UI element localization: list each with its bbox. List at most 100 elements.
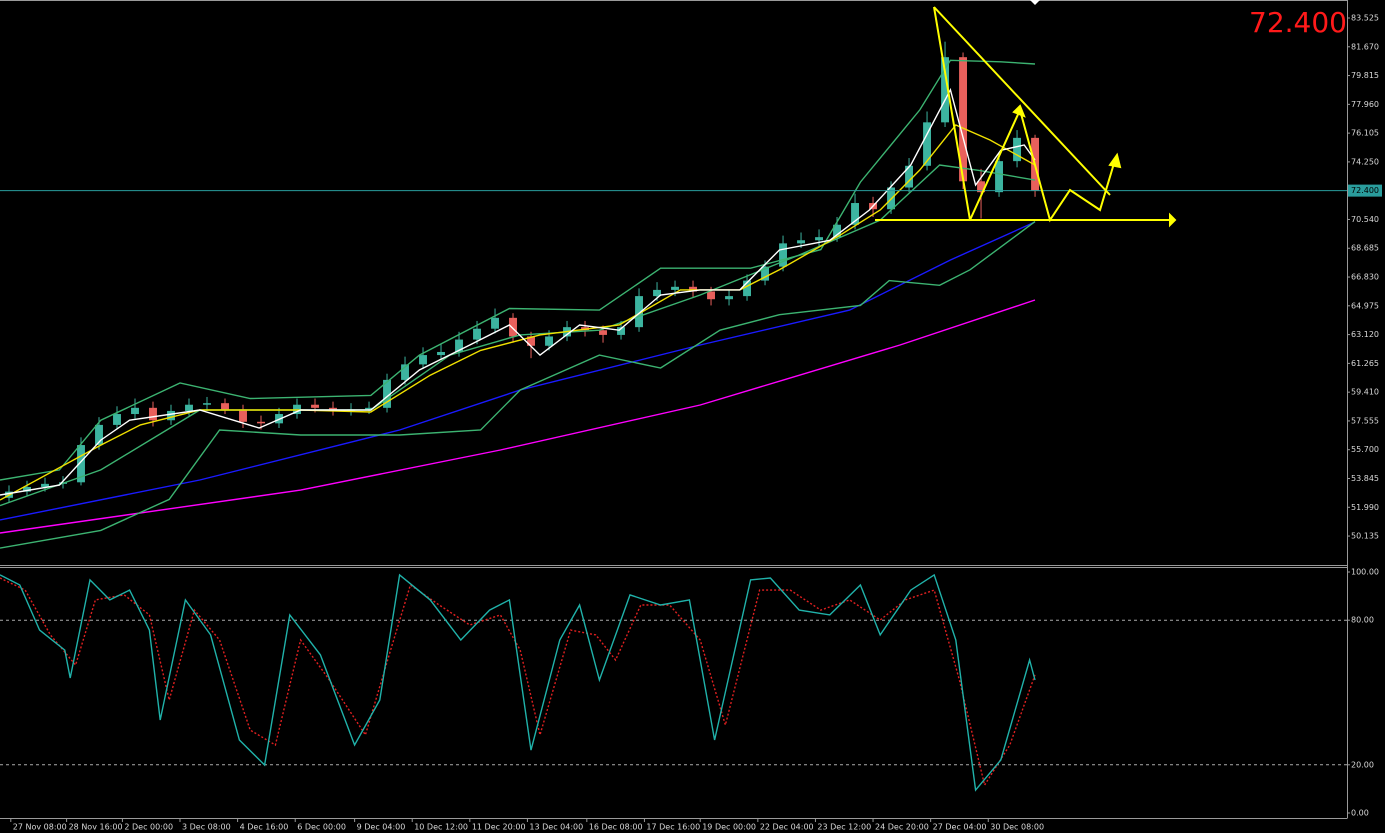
candle-body xyxy=(779,243,787,267)
y-tick-label: 50.135 xyxy=(1351,532,1379,541)
y-tick-label: 64.975 xyxy=(1351,301,1379,310)
x-tick-label: 4 Dec 16:00 xyxy=(240,823,289,832)
y-tick-label: 55.700 xyxy=(1351,445,1379,454)
y-tick-label: 76.105 xyxy=(1351,129,1379,138)
candle-body xyxy=(959,57,968,182)
candle-body xyxy=(599,330,607,335)
y-tick-label: 63.120 xyxy=(1351,330,1379,339)
candle-body xyxy=(473,328,481,340)
candle-body xyxy=(491,317,499,329)
shift-marker xyxy=(1030,0,1040,5)
x-tick-label: 10 Dec 12:00 xyxy=(414,823,468,832)
y-tick-label: 59.410 xyxy=(1351,388,1379,397)
indicator-line xyxy=(0,577,1036,787)
trend-line xyxy=(933,6,971,221)
x-tick-label: 3 Dec 08:00 xyxy=(182,823,231,832)
indicator-line xyxy=(0,59,1036,481)
last-price-tag xyxy=(1348,184,1382,197)
candle-body xyxy=(545,336,553,346)
candle-body xyxy=(851,203,859,225)
candle-body xyxy=(923,122,932,166)
candle-body xyxy=(113,414,121,425)
trend-line xyxy=(933,6,1111,196)
current-price: 72.400 xyxy=(1249,6,1347,39)
y-tick-label: 70.540 xyxy=(1351,215,1379,224)
wave-arrow xyxy=(969,109,1021,221)
candle-body xyxy=(797,240,805,244)
candle-body xyxy=(383,379,391,408)
candle-body xyxy=(77,445,85,483)
candle-body xyxy=(833,224,841,238)
indicator-line xyxy=(0,573,1036,792)
candle-body xyxy=(401,364,409,380)
x-tick-label: 11 Dec 20:00 xyxy=(472,823,526,832)
candle-body xyxy=(221,403,229,410)
candle-body xyxy=(239,409,247,422)
x-tick-label: 9 Dec 04:00 xyxy=(357,823,406,832)
candle-body xyxy=(653,289,661,297)
x-tick-label: 2 Dec 00:00 xyxy=(124,823,173,832)
y-tick-label: 66.830 xyxy=(1351,273,1379,282)
x-tick-label: 27 Dec 04:00 xyxy=(933,823,987,832)
candle-body xyxy=(689,286,697,292)
indicator-line xyxy=(0,87,1036,496)
candle-body xyxy=(815,237,823,241)
candle-body xyxy=(761,266,769,281)
candle-body xyxy=(905,165,914,188)
x-tick-label: 19 Dec 00:00 xyxy=(702,823,756,832)
wave-arrow xyxy=(1019,109,1116,223)
candle-body xyxy=(707,291,715,300)
y-tick-label: 100.00 xyxy=(1351,567,1379,576)
y-tick-label: 61.265 xyxy=(1351,359,1379,368)
candle-body xyxy=(509,317,517,337)
y-tick-label: 20.00 xyxy=(1351,760,1374,769)
candle-body xyxy=(743,280,751,297)
y-tick-label: 83.525 xyxy=(1351,13,1379,22)
candle-body xyxy=(977,181,986,193)
candle-body xyxy=(149,407,157,421)
candle-body xyxy=(131,407,139,415)
indicator-line xyxy=(0,221,1036,549)
x-tick-label: 28 Nov 16:00 xyxy=(69,823,123,832)
candle-body xyxy=(185,404,193,411)
x-tick-label: 23 Dec 12:00 xyxy=(817,823,871,832)
x-tick-label: 6 Dec 00:00 xyxy=(297,823,346,832)
x-tick-label: 22 Dec 04:00 xyxy=(760,823,814,832)
trend-drawings xyxy=(875,6,1177,228)
x-tick-label: 17 Dec 16:00 xyxy=(646,823,700,832)
candle-body xyxy=(1013,137,1022,162)
last-price-tag-label: 72.400 xyxy=(1351,186,1379,195)
y-tick-label: 79.815 xyxy=(1351,71,1379,80)
x-tick-label: 24 Dec 20:00 xyxy=(875,823,929,832)
indicator-line xyxy=(0,299,1036,534)
arrow-head xyxy=(1012,104,1026,118)
candle-body xyxy=(95,424,103,446)
candle-body xyxy=(437,351,445,356)
y-tick-label: 74.250 xyxy=(1351,157,1379,166)
candle-body xyxy=(941,57,950,123)
plot: 83.525 81.670 79.815 77.960 76.105 74.250 70.5… xyxy=(0,13,1382,832)
arrow-head xyxy=(1169,212,1177,228)
y-tick-label: 80.00 xyxy=(1351,616,1374,625)
candle-body xyxy=(257,421,265,424)
candle-body xyxy=(203,403,211,405)
y-tick-label: 53.845 xyxy=(1351,474,1379,483)
candle-body xyxy=(311,404,319,408)
candle-body xyxy=(995,161,1004,193)
candle-body xyxy=(419,355,427,365)
y-tick-label: 77.960 xyxy=(1351,100,1379,109)
candle-body xyxy=(23,486,31,492)
candle-body xyxy=(527,336,535,346)
y-tick-label: 57.555 xyxy=(1351,416,1379,425)
y-tick-label: 68.685 xyxy=(1351,244,1379,253)
x-tick-label: 30 Dec 08:00 xyxy=(990,823,1044,832)
x-tick-label: 27 Nov 08:00 xyxy=(13,823,67,832)
indicator-line xyxy=(0,221,1036,521)
candle-body xyxy=(671,286,679,290)
y-tick-label: 0.00 xyxy=(1351,809,1369,818)
candle-body xyxy=(725,296,733,300)
candle-body xyxy=(455,339,463,352)
x-tick-label: 13 Dec 04:00 xyxy=(529,823,583,832)
candle-body xyxy=(41,483,49,487)
